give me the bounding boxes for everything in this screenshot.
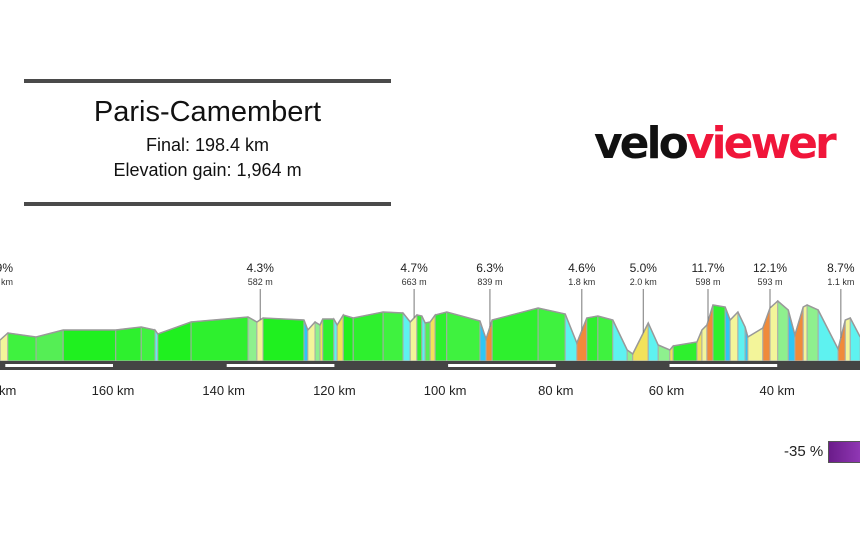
- profile-segment: [35, 329, 64, 362]
- profile-segment: [352, 311, 384, 362]
- climb-grade: 4.7%: [400, 261, 428, 275]
- climb-length: km: [1, 277, 13, 287]
- climb-grade: 11.7%: [691, 261, 724, 275]
- climb-grade: 12.1%: [753, 261, 787, 275]
- profile-segment: [817, 309, 839, 362]
- climb-length: 1.1 km: [827, 277, 854, 287]
- climb-length: 582 m: [248, 277, 273, 287]
- distance-band: [669, 364, 778, 367]
- profile-segment: [322, 318, 335, 362]
- climb-length: 1.8 km: [568, 277, 595, 287]
- logo-part-2: viewer: [685, 118, 837, 169]
- x-tick-label: 0 km: [0, 383, 16, 398]
- profile-segment: [802, 304, 808, 362]
- title-rule-bottom: [24, 202, 391, 206]
- logo-part-1: velo: [594, 118, 689, 169]
- climb-length: 2.0 km: [630, 277, 657, 287]
- profile-segment: [586, 315, 599, 362]
- profile-segment: [491, 307, 539, 362]
- route-title: Paris-Camembert: [93, 96, 322, 128]
- profile-segment: [314, 321, 321, 362]
- profile-segment: [416, 314, 423, 362]
- x-tick-label: 80 km: [538, 383, 573, 398]
- distance-band: [226, 364, 335, 367]
- profile-segment: [262, 317, 305, 362]
- climb-length: 598 m: [696, 277, 721, 287]
- profile-segment: [336, 313, 344, 362]
- climb-length: 593 m: [757, 277, 782, 287]
- x-tick-label: 120 km: [313, 383, 356, 398]
- profile-segment: [777, 299, 789, 362]
- profile-segment: [712, 304, 726, 362]
- climb-grade: 4.6%: [568, 261, 596, 275]
- x-tick-label: 60 km: [649, 383, 684, 398]
- baseline-bar: [0, 361, 860, 370]
- distance-band: [5, 364, 113, 367]
- distance-band: [448, 364, 556, 367]
- title-rule-top: [24, 79, 391, 83]
- profile-segment: [115, 326, 142, 362]
- legend-color-swatch: [828, 441, 860, 463]
- climb-length: 839 m: [477, 277, 502, 287]
- profile-segment: [62, 329, 117, 362]
- climb-grade: 4.3%: [247, 261, 275, 275]
- profile-segment: [849, 317, 860, 362]
- climb-grade: 6.3%: [476, 261, 504, 275]
- profile-segment: [140, 326, 156, 362]
- profile-segment: [247, 316, 258, 362]
- profile-outline: [0, 300, 860, 356]
- profile-segment: [256, 317, 264, 362]
- climb-grade: 5.0%: [630, 261, 658, 275]
- elevation-profile-chart: 0 km 160 km 140 km 120 km 100 km 80 km 60 km 40…: [0, 261, 860, 398]
- profile-segment: [479, 320, 487, 362]
- profile-segment: [434, 311, 448, 362]
- x-tick-label: 160 km: [92, 383, 135, 398]
- climb-length: 663 m: [402, 277, 427, 287]
- profile-segment: [701, 323, 708, 362]
- profile-segment: [597, 315, 614, 362]
- climb-grade: 9%: [0, 261, 13, 275]
- profile-segment: [382, 311, 404, 362]
- profile-segment: [342, 314, 354, 362]
- profile-segment: [424, 321, 431, 362]
- profile-segment: [806, 304, 819, 362]
- climb-grade: 8.7%: [827, 261, 855, 275]
- profile-segment: [794, 306, 804, 362]
- profile-segment: [485, 319, 493, 362]
- veloviewer-logo: veloviewer: [594, 118, 837, 169]
- x-tick-label: 40 km: [759, 383, 794, 398]
- profile-segment: [769, 299, 779, 362]
- profile-segment: [7, 332, 37, 362]
- route-distance: Final: 198.4 km: [145, 135, 270, 155]
- legend-min-label: -35 %: [784, 443, 824, 460]
- x-tick-label: 140 km: [202, 383, 245, 398]
- x-tick-label: 100 km: [424, 383, 467, 398]
- profile-segment: [190, 316, 249, 362]
- elevation-gain: Elevation gain: 1,964 m: [113, 160, 302, 180]
- profile-segment: [844, 317, 851, 362]
- profile-segment: [787, 309, 796, 362]
- profile-segment: [537, 307, 566, 362]
